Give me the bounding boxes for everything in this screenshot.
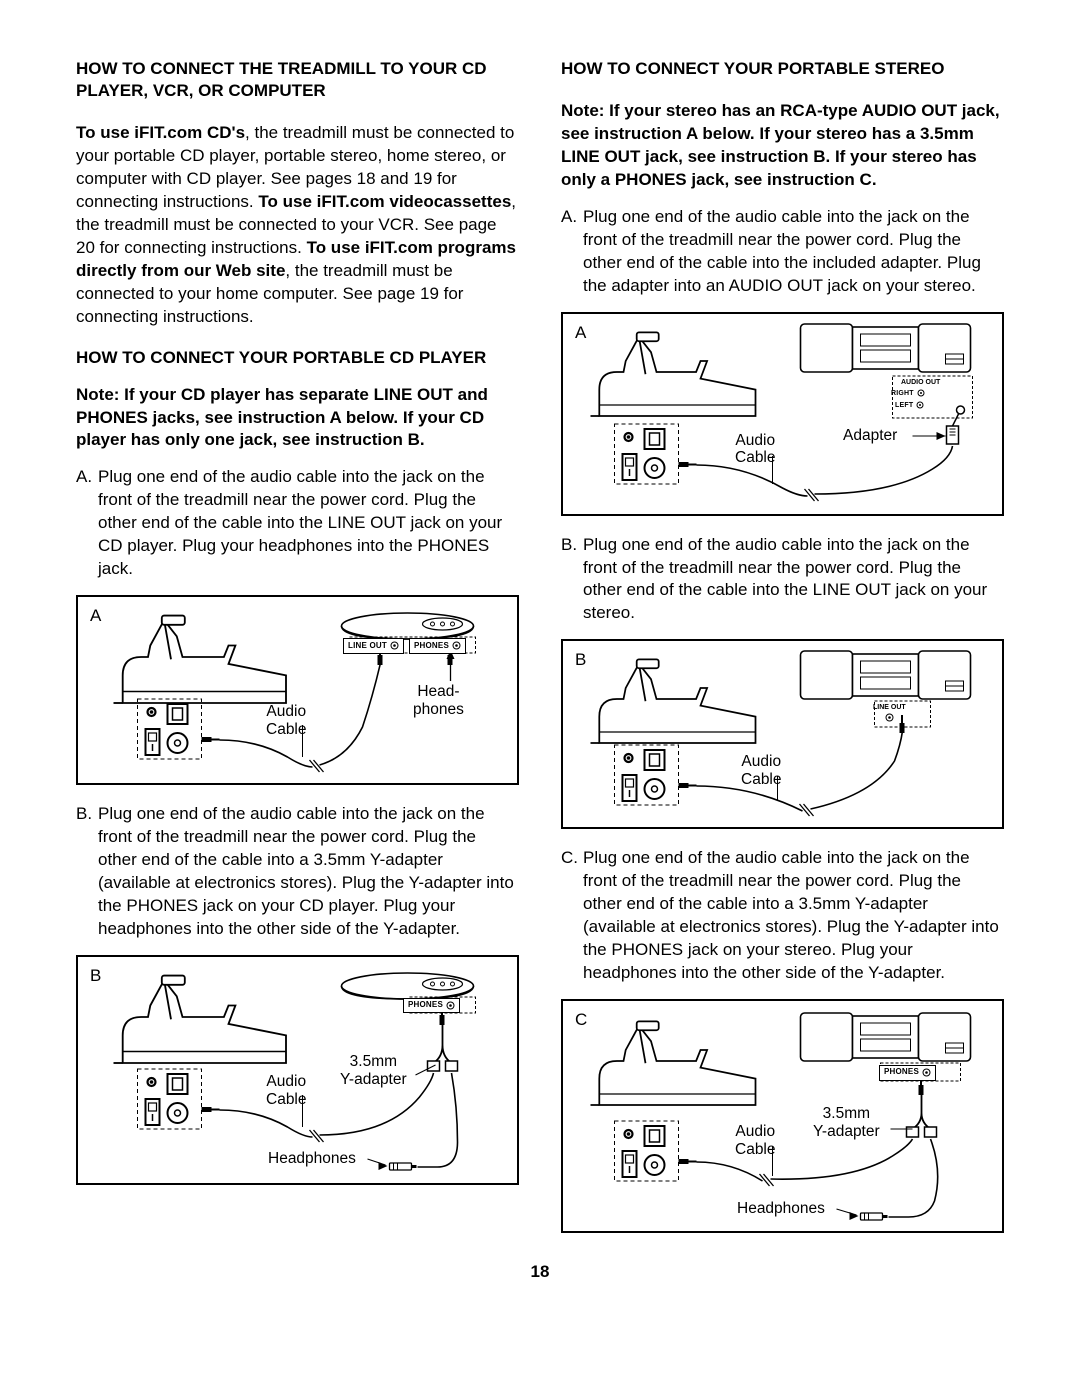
right-item-b: B. Plug one end of the audio cable into … <box>561 534 1004 626</box>
left-item-b: B. Plug one end of the audio cable into … <box>76 803 519 941</box>
left-heading: HOW TO CONNECT THE TREADMILL TO YOUR CD … <box>76 58 519 102</box>
left-figure-b: B <box>76 955 519 1185</box>
audioout-label: AUDIO OUT <box>901 378 940 387</box>
left-note: Note: If your CD player has separate LIN… <box>76 384 519 453</box>
left-intro: To use iFIT.com CD's, the treadmill must… <box>76 122 519 328</box>
left-column: HOW TO CONNECT THE TREADMILL TO YOUR CD … <box>76 58 519 1251</box>
left-subheading: HOW TO CONNECT YOUR PORTABLE CD PLAYER <box>76 347 519 370</box>
right-column: HOW TO CONNECT YOUR PORTABLE STEREO Note… <box>561 58 1004 1251</box>
left-item-a: A. Plug one end of the audio cable into … <box>76 466 519 581</box>
left-figure-a: A <box>76 595 519 785</box>
right-heading: HOW TO CONNECT YOUR PORTABLE STEREO <box>561 58 1004 80</box>
right-figure-a: A <box>561 312 1004 516</box>
right-item-a: A. Plug one end of the audio cable into … <box>561 206 1004 298</box>
right-figure-b: B LINE OUT Audio Cable <box>561 639 1004 829</box>
right-item-c: C. Plug one end of the audio cable into … <box>561 847 1004 985</box>
page-columns: HOW TO CONNECT THE TREADMILL TO YOUR CD … <box>76 58 1004 1251</box>
right-note: Note: If your stereo has an RCA-type AUD… <box>561 100 1004 192</box>
right-figure-c: C <box>561 999 1004 1233</box>
page-number: 18 <box>76 1261 1004 1284</box>
